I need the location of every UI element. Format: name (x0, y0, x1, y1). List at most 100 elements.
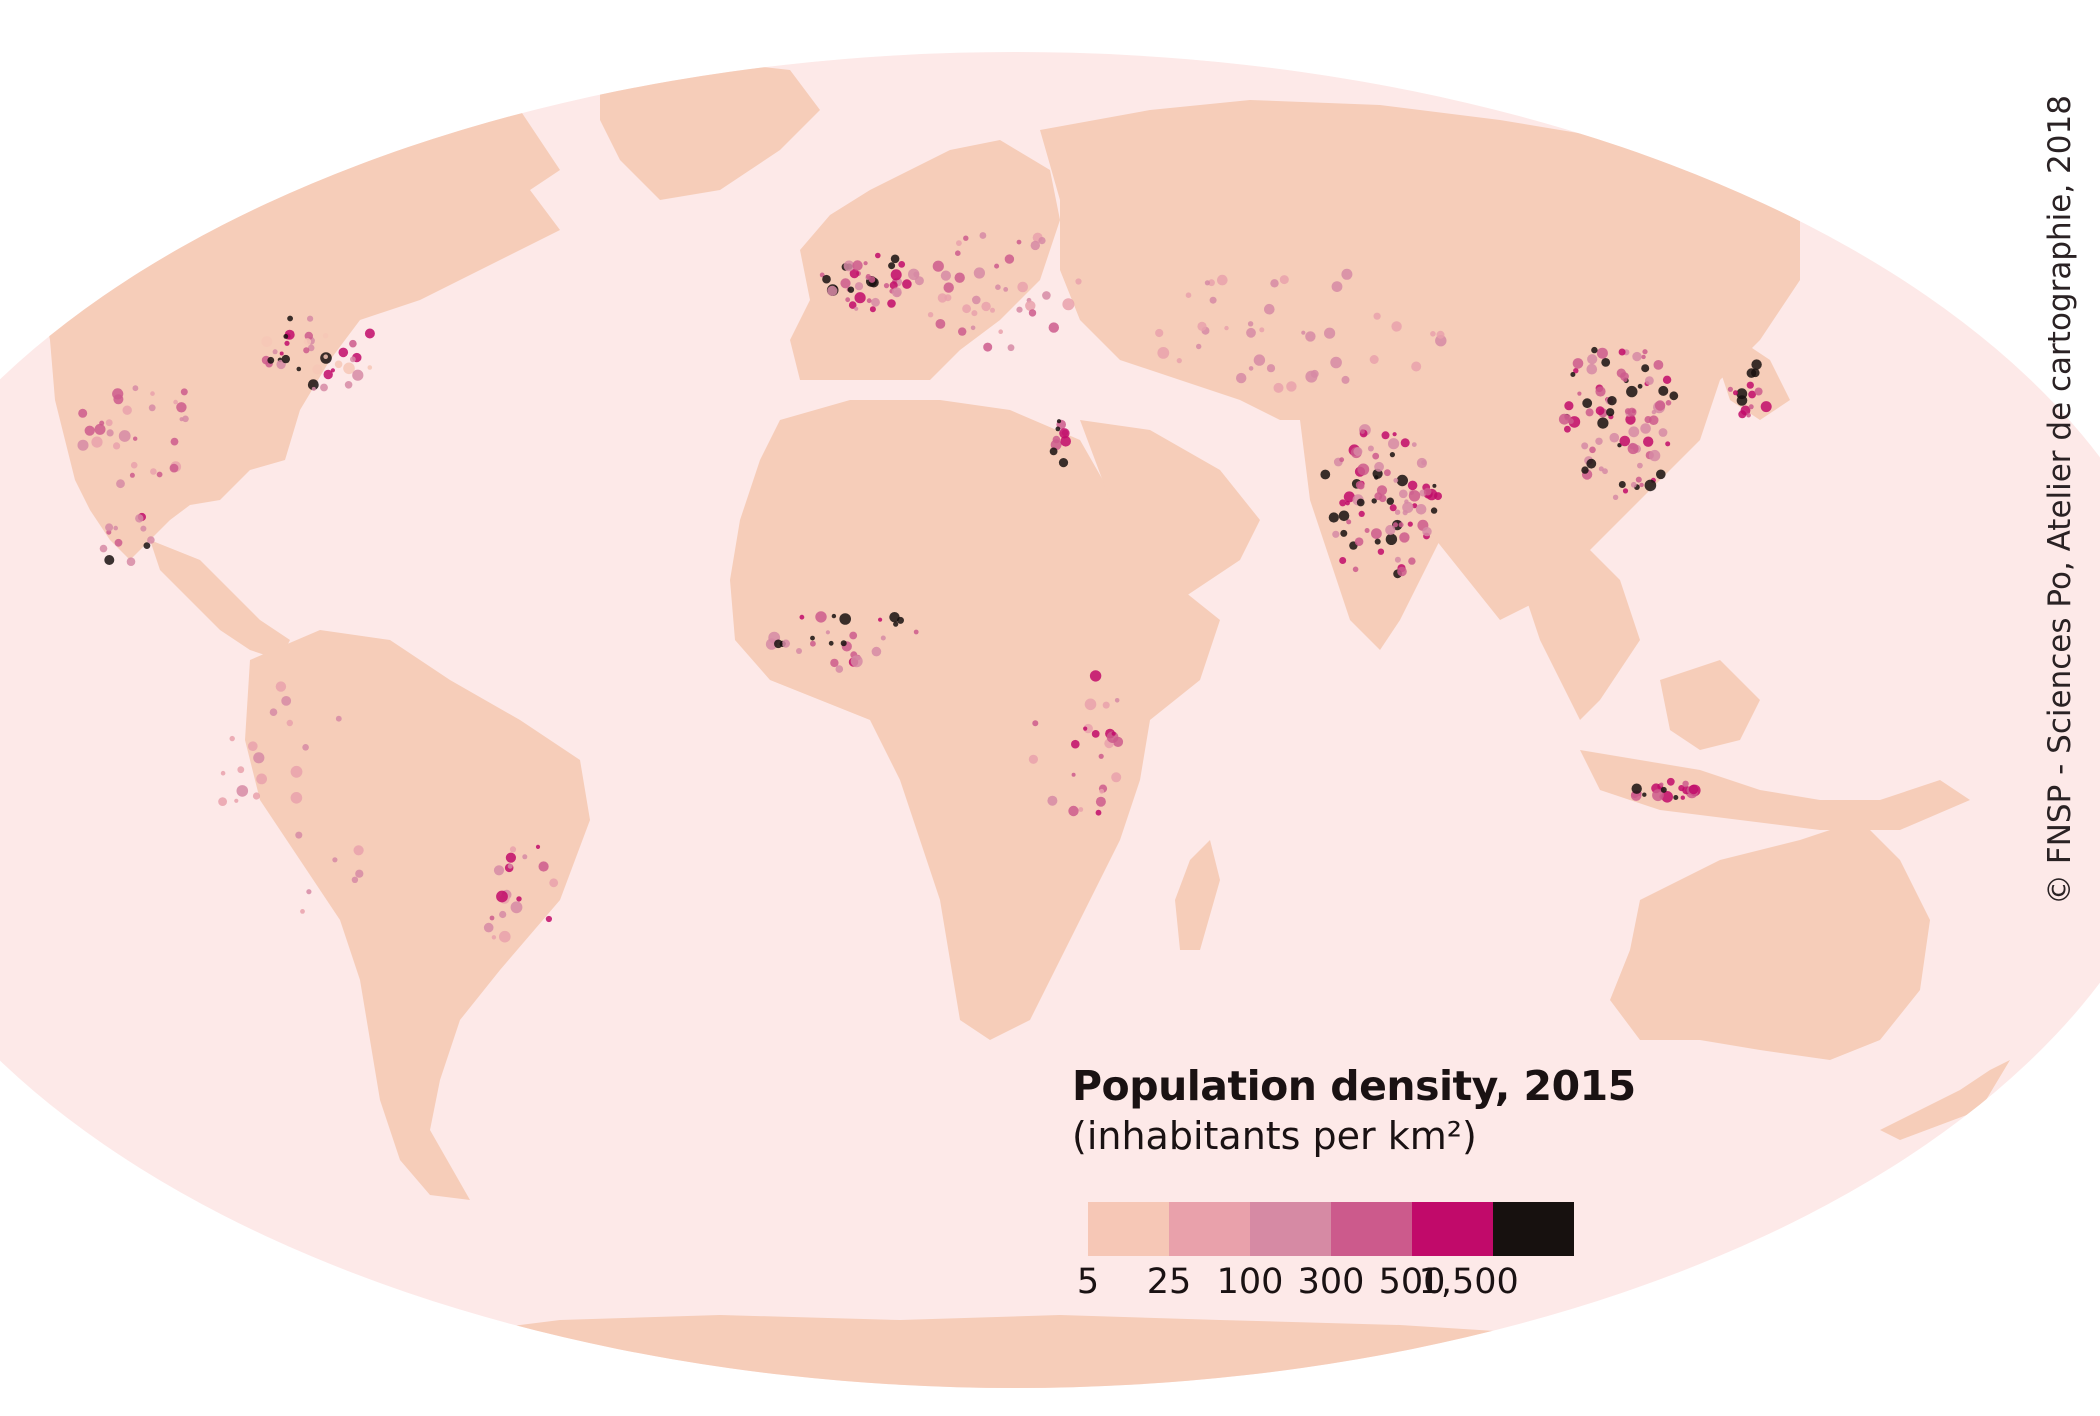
density-dot (156, 471, 163, 478)
density-dot (286, 719, 293, 727)
density-dot (1083, 723, 1093, 734)
density-dot (1049, 447, 1058, 456)
density-dot (1305, 331, 1316, 342)
density-dot (1653, 360, 1664, 370)
density-dot (890, 254, 900, 264)
density-dot (1004, 254, 1015, 264)
density-dot (1248, 366, 1254, 371)
density-dot (1412, 503, 1418, 509)
density-dot (995, 284, 1001, 291)
density-dot (150, 391, 155, 396)
density-dot (1259, 327, 1265, 333)
density-dot (295, 831, 303, 839)
density-dot (1341, 268, 1353, 280)
density-dot (913, 271, 920, 278)
density-dot (914, 276, 924, 286)
density-dot (827, 285, 838, 296)
density-dot (1396, 474, 1409, 487)
density-dot (1345, 500, 1350, 506)
density-dot (507, 863, 513, 869)
density-dot (1673, 795, 1679, 800)
density-dot (94, 423, 106, 435)
legend-swatch-5 (1493, 1202, 1574, 1256)
density-dot (1637, 383, 1643, 389)
density-dot (133, 436, 138, 441)
density-dot (1622, 377, 1628, 382)
density-dot (1376, 485, 1388, 496)
landmass-southeast-asia (1520, 520, 1640, 720)
density-dot (1176, 358, 1182, 364)
density-dot (113, 525, 118, 531)
density-dot (810, 635, 815, 641)
density-dot (854, 292, 866, 304)
density-dot (1091, 730, 1100, 738)
density-dot (1748, 404, 1754, 410)
density-dot (1389, 452, 1395, 458)
density-dot (1630, 481, 1637, 488)
density-dot (854, 306, 859, 311)
density-dot (1659, 782, 1664, 787)
density-dot (1658, 385, 1669, 396)
density-dot (218, 797, 228, 806)
density-dot (1381, 431, 1390, 440)
density-dot (170, 437, 179, 446)
density-dot (1558, 413, 1570, 425)
density-dot (335, 715, 342, 722)
density-dot (283, 334, 289, 339)
density-dot (1320, 469, 1331, 480)
density-dot (979, 232, 987, 239)
density-dot (854, 282, 864, 291)
density-dot (1071, 739, 1080, 749)
landmass-arabia (1080, 420, 1260, 600)
density-dot (1411, 442, 1417, 447)
density-dot (1626, 385, 1638, 398)
density-dot (1388, 438, 1400, 450)
density-dot (1089, 670, 1102, 682)
density-dot (1373, 312, 1381, 320)
density-dot (1669, 391, 1679, 401)
density-dot (1399, 489, 1408, 499)
density-dot (871, 297, 880, 307)
density-dot (869, 306, 876, 313)
density-dot (887, 299, 896, 308)
density-dot (1751, 359, 1762, 370)
density-dot (261, 336, 273, 347)
density-dot (1644, 479, 1657, 492)
density-dot (1224, 325, 1229, 331)
density-dot (1204, 280, 1210, 286)
density-dot (1084, 698, 1097, 711)
density-dot (91, 436, 103, 448)
density-dot (1436, 330, 1445, 339)
density-dot (1016, 239, 1022, 245)
density-dot (1573, 368, 1579, 374)
density-dot (888, 262, 896, 270)
density-dot (304, 331, 313, 341)
density-dot (1616, 368, 1626, 378)
density-dot (330, 368, 335, 373)
density-dot (1236, 372, 1247, 384)
density-dot (252, 792, 261, 800)
density-dot (499, 930, 511, 943)
density-dot (840, 278, 851, 289)
density-dot (927, 312, 934, 318)
density-dot (1068, 805, 1079, 817)
density-dot (1197, 321, 1207, 331)
density-dot (116, 479, 125, 489)
density-dot (889, 612, 900, 623)
density-dot (1422, 526, 1432, 537)
density-dot (831, 613, 837, 619)
density-dot (1357, 482, 1365, 490)
density-dot (1577, 391, 1582, 396)
density-dot (352, 369, 364, 381)
density-dot (1760, 401, 1772, 413)
density-dot (253, 752, 265, 764)
landmass-madagascar (1175, 840, 1220, 950)
density-dot (1408, 557, 1416, 565)
landmass-central-america (150, 540, 290, 660)
density-dot (129, 472, 135, 478)
density-dot (1032, 720, 1039, 727)
density-dot (147, 536, 155, 544)
density-dot (1609, 432, 1620, 443)
density-dot (994, 263, 1000, 269)
